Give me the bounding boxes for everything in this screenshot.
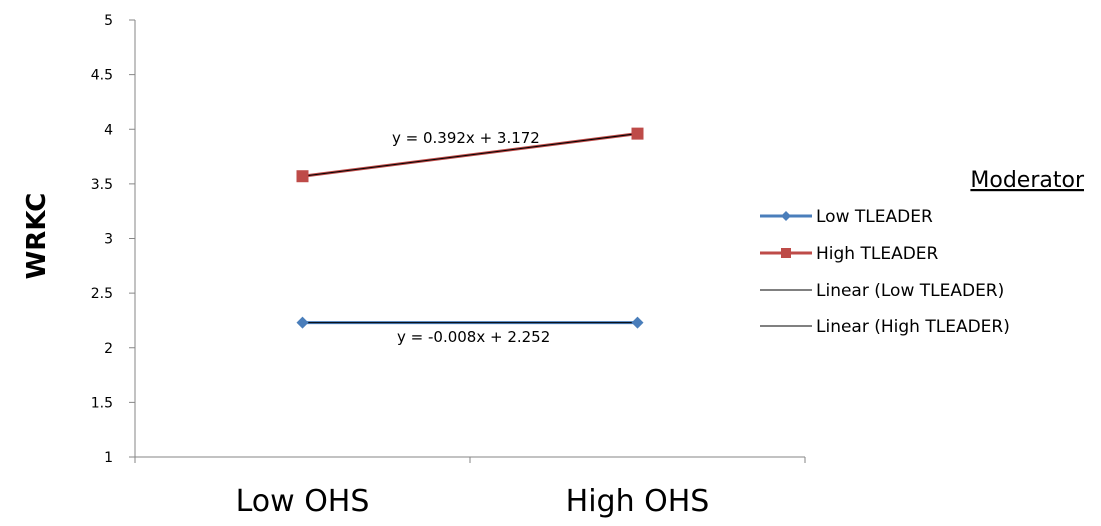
legend-label-linear-high: Linear (High TLEADER) [816, 317, 1010, 337]
data-point-high-tleader [296, 170, 309, 183]
y-tick-label: 2.5 [91, 286, 113, 302]
trendline-high-tleader [302, 133, 638, 177]
legend-item-high-tleader: High TLEADER [760, 244, 939, 264]
legend-label-linear-low: Linear (Low TLEADER) [816, 281, 1004, 301]
data-point-high-tleader [631, 127, 644, 140]
y-tick-label: 4 [104, 122, 113, 138]
data-point-low-tleader [296, 316, 309, 329]
y-tick-label: 3.5 [91, 177, 113, 193]
y-tick-label: 2 [104, 341, 113, 357]
x-category-label: High OHS [566, 484, 710, 519]
x-category-label: Low OHS [236, 484, 370, 519]
y-axis-title: WRKC [22, 193, 52, 280]
x-axis: Low OHS High OHS [134, 456, 806, 519]
y-tick-label: 3 [104, 232, 113, 248]
legend-item-linear-low: Linear (Low TLEADER) [760, 281, 1004, 301]
data-point-low-tleader [631, 316, 644, 329]
legend-title: Moderator [970, 168, 1085, 193]
legend-marker-diamond [781, 211, 791, 221]
legend: Moderator Low TLEADER High TLEADER Linea… [760, 168, 1085, 337]
y-tick-label: 1 [104, 450, 113, 466]
trendline-equation-high: y = 0.392x + 3.172 [392, 129, 540, 147]
y-tick-label: 1.5 [91, 395, 113, 411]
y-tick-label: 5 [104, 13, 113, 29]
x-ticks: Low OHS High OHS [134, 457, 806, 519]
legend-label-high-tleader: High TLEADER [816, 244, 939, 264]
y-tick-label: 4.5 [91, 68, 113, 84]
trendline-equation-low: y = -0.008x + 2.252 [397, 328, 550, 346]
legend-item-linear-high: Linear (High TLEADER) [760, 317, 1010, 337]
legend-item-low-tleader: Low TLEADER [760, 207, 933, 227]
legend-label-low-tleader: Low TLEADER [816, 207, 933, 227]
y-ticks: 1 1.5 2 2.5 3 3.5 4 4.5 5 [91, 13, 135, 466]
series-layer [296, 127, 644, 329]
legend-marker-square [781, 248, 791, 258]
y-axis: 1 1.5 2 2.5 3 3.5 4 4.5 5 [91, 13, 136, 466]
